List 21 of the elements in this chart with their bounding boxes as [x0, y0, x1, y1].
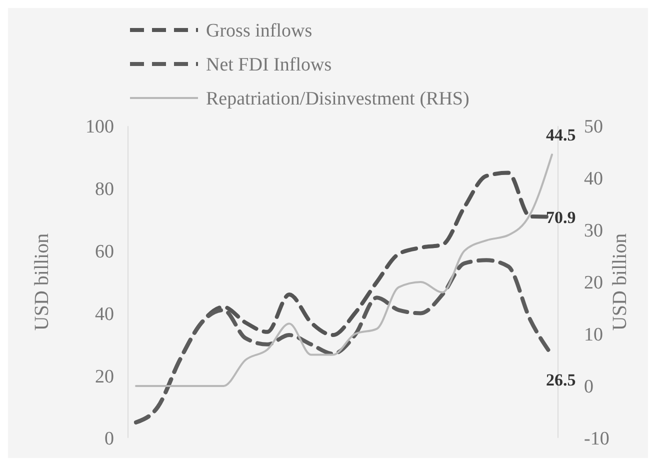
y-tick-label: 80	[95, 179, 114, 200]
y-tick-label: 0	[104, 428, 114, 450]
y2-tick-label: 50	[584, 116, 603, 138]
data-label: 26.5	[546, 370, 576, 390]
legend-label: Repatriation/Disinvestment (RHS)	[206, 88, 470, 110]
y-tick-label: 100	[86, 116, 114, 138]
y-tick-label: 40	[95, 304, 114, 325]
y2-tick-label: 30	[584, 220, 603, 242]
y2-tick-label: 40	[584, 168, 603, 190]
data-label: 70.9	[546, 208, 576, 227]
y-axis-title: USD billion	[31, 233, 53, 331]
y2-tick-label: 0	[584, 376, 594, 398]
y2-tick-label: 20	[584, 272, 603, 294]
y-tick-label: 20	[95, 366, 114, 388]
y2-tick-label: -10	[584, 428, 610, 450]
y2-axis-title: USD billion	[609, 233, 631, 331]
legend-label: Gross inflows	[206, 20, 312, 42]
y-tick-label: 60	[95, 241, 114, 262]
legend-label: Net FDI Inflows	[206, 54, 332, 76]
data-label: 44.5	[546, 126, 576, 145]
y2-tick-label: 10	[584, 324, 603, 346]
